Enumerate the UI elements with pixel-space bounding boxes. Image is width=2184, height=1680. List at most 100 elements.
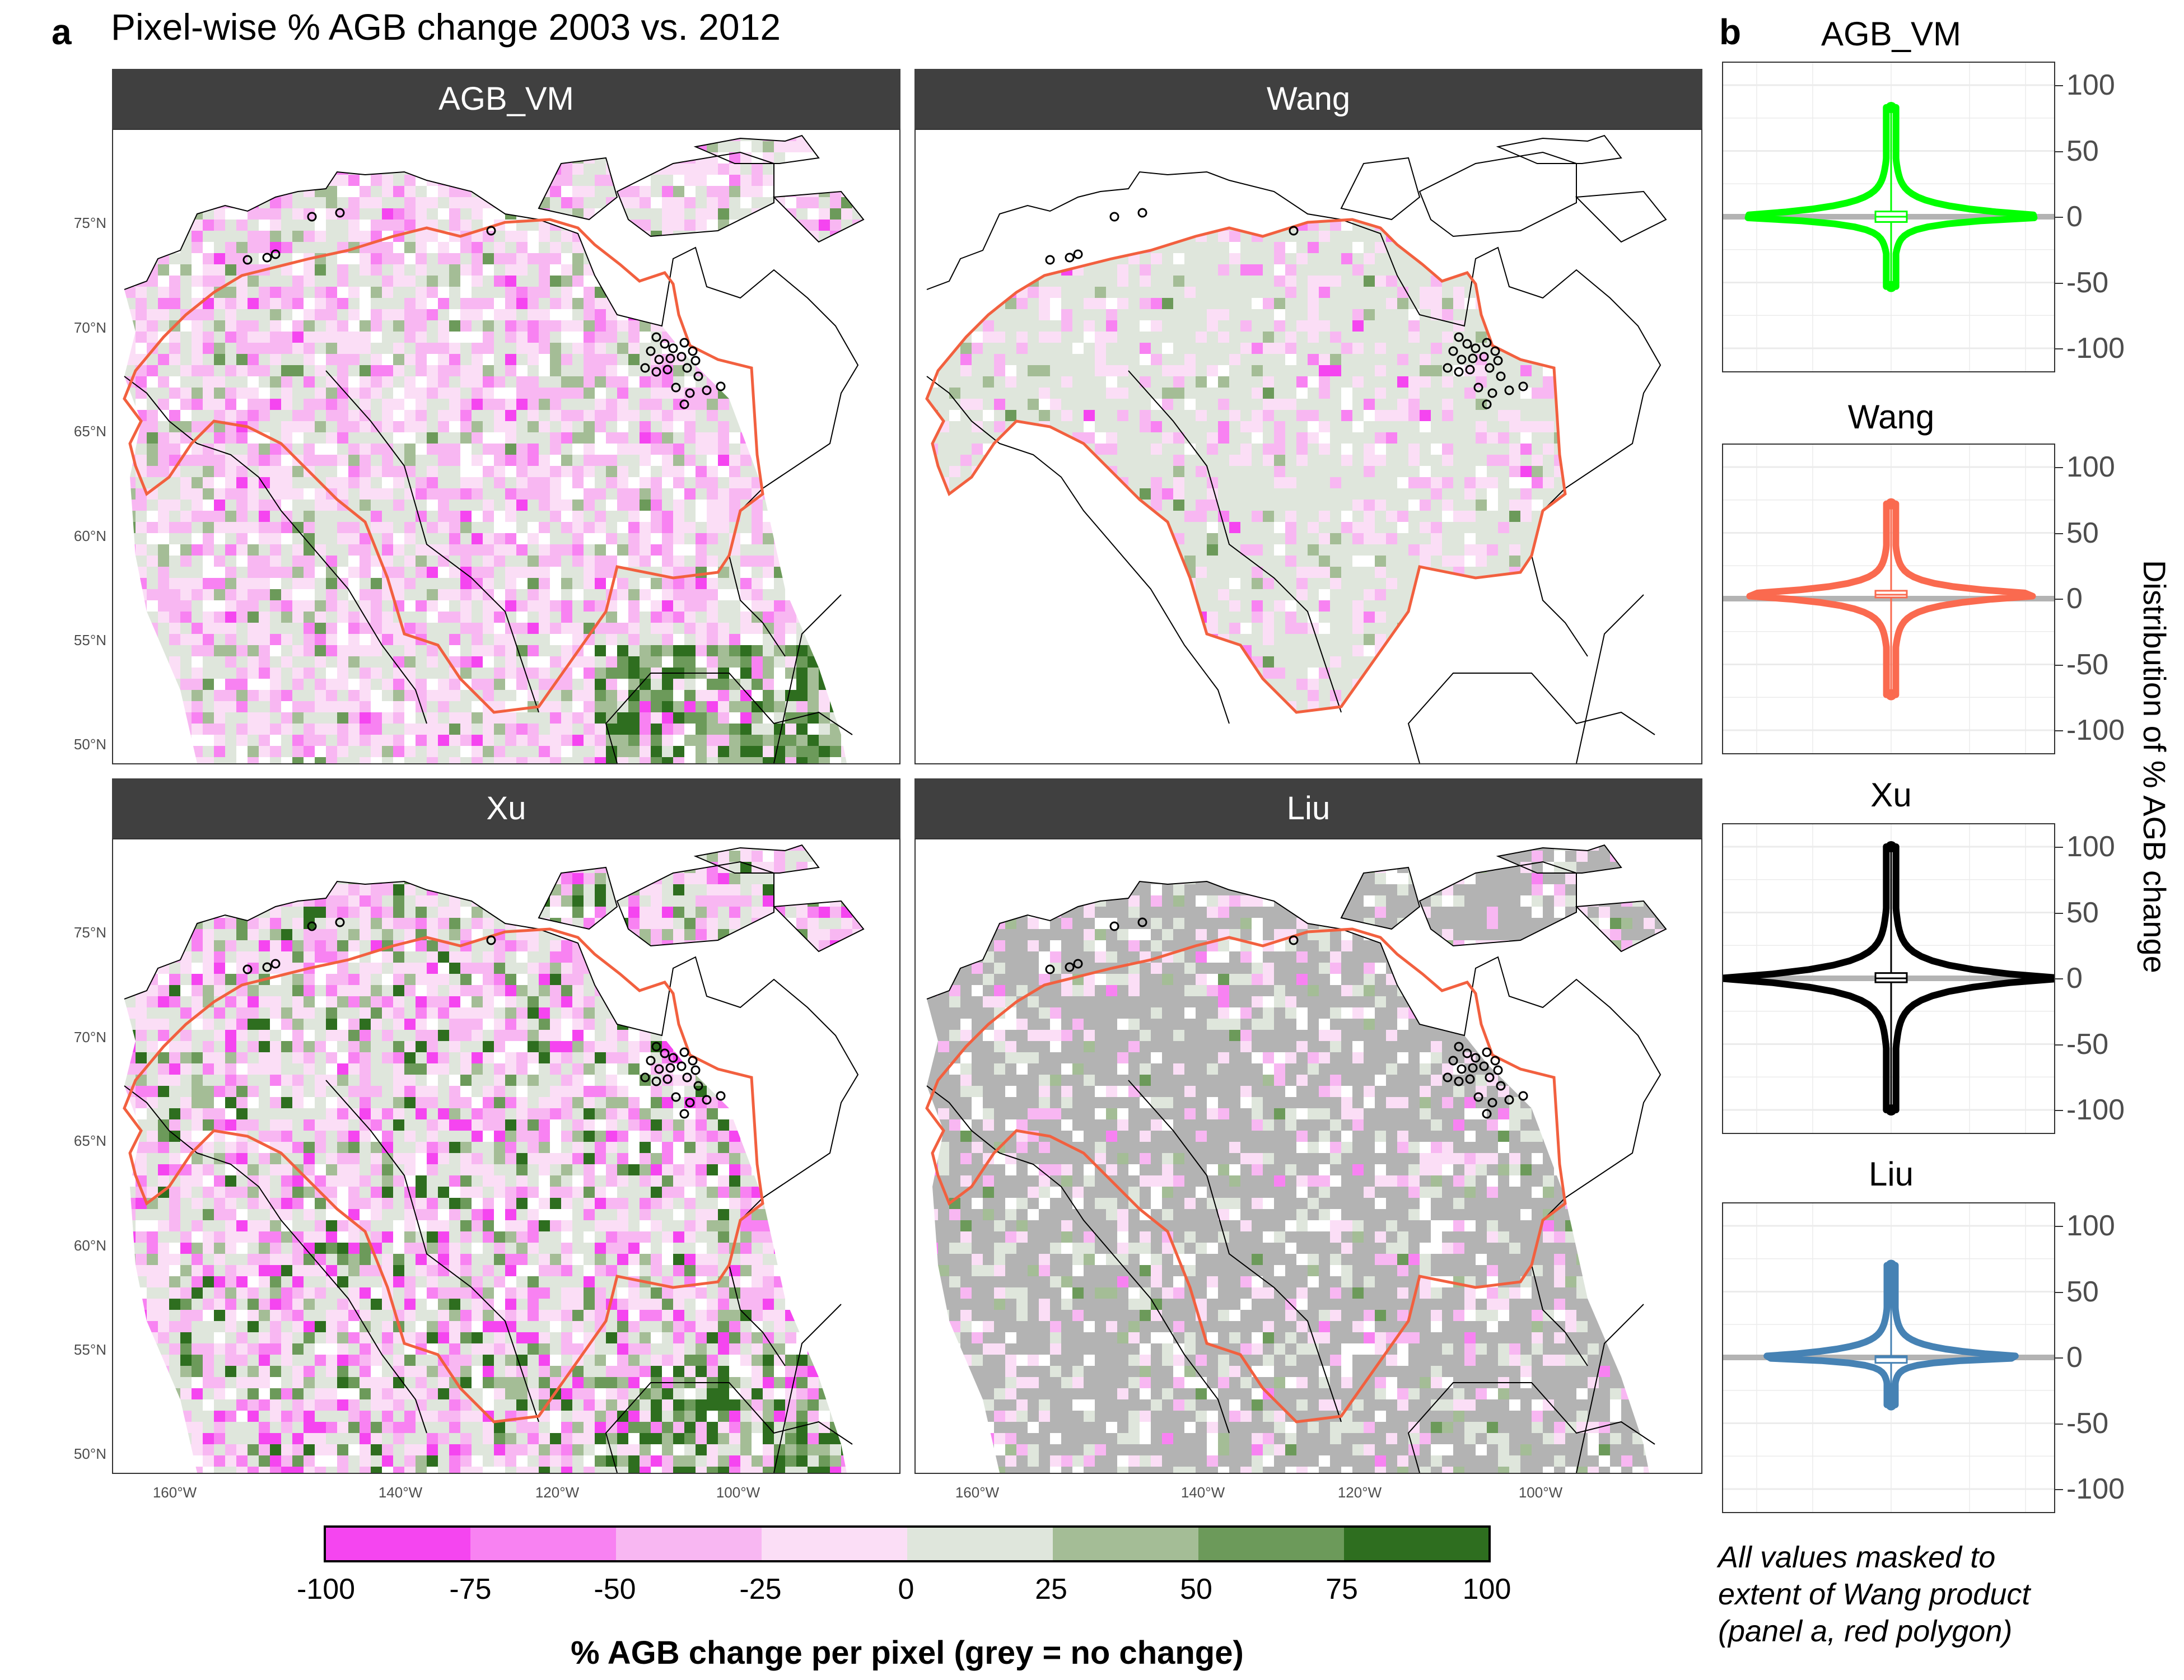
plot-site-marker [654, 354, 664, 365]
plot-site-marker [651, 332, 661, 342]
plot-site-marker [679, 399, 689, 409]
violin-ylabel: Distribution of % AGB change [2137, 560, 2172, 973]
lat-label-bottom-70: 70°N [73, 1029, 106, 1046]
map-svg-liu [925, 844, 1667, 1473]
plot-site-marker [690, 1065, 701, 1075]
plot-site-marker [486, 226, 496, 236]
mask-note-line-1: All values masked to [1718, 1541, 1996, 1574]
violin-tick-label: -50 [2066, 1028, 2109, 1061]
plot-site-marker [1468, 353, 1478, 363]
plot-site-marker [1065, 253, 1075, 263]
plot-site-marker [270, 249, 281, 259]
violin-title-xu: Xu [1870, 776, 1912, 814]
panel-a-title: Pixel-wise % AGB change 2003 vs. 2012 [111, 6, 781, 48]
facet-title-wang: Wang [1266, 81, 1351, 117]
violin-svg-wang [1723, 445, 2054, 753]
outlier-point [1886, 841, 1897, 852]
plot-site-marker [1490, 1056, 1500, 1066]
plot-site-marker [640, 1072, 650, 1082]
boundary-lines [1128, 370, 1655, 763]
violin-tick-mark [2055, 1291, 2063, 1293]
plot-site-marker [1289, 935, 1299, 945]
violin-tick-label: 100 [2066, 451, 2115, 483]
violin-svg-agb-vm [1723, 63, 2054, 371]
violin-tick-mark [2055, 1110, 2063, 1111]
colorbar-tick-m50: -50 [594, 1573, 636, 1606]
colorbar-segment [325, 1527, 470, 1561]
violin-svg-liu [1723, 1203, 2054, 1512]
plot-site-marker [716, 381, 726, 391]
facet-strip-agb-vm: AGB_VM [112, 69, 900, 129]
facet-title-xu: Xu [486, 790, 526, 827]
plot-site-marker [668, 343, 678, 353]
plot-site-marker [665, 1063, 675, 1073]
wang-extent-polygon [925, 218, 1567, 714]
plot-site-marker [1473, 1092, 1483, 1102]
violin-tick-label: 0 [2066, 1341, 2083, 1374]
pixel-grid [124, 136, 864, 763]
violin-panel-agb-vm [1722, 62, 2055, 372]
violin-tick-mark [2055, 533, 2063, 534]
violin-tick-label: -100 [2066, 714, 2125, 746]
plot-site-marker [693, 371, 703, 381]
violin-tick-mark [2055, 151, 2063, 152]
plot-site-marker [1487, 1098, 1497, 1108]
plot-site-marker [679, 338, 689, 348]
plot-site-marker [1443, 363, 1453, 373]
violin-tick-mark [2055, 847, 2063, 848]
coastline [124, 880, 859, 1434]
plot-site-marker [682, 363, 692, 373]
violin-tick-label: -50 [2066, 266, 2109, 299]
plot-site-marker [1109, 212, 1119, 222]
violin-tick-mark [2055, 1423, 2063, 1425]
plot-site-marker [335, 208, 345, 218]
plot-site-marker [665, 353, 675, 363]
violin-tick-label: 50 [2066, 896, 2099, 929]
plot-site-marker [1496, 371, 1506, 381]
plot-site-marker [1448, 346, 1458, 356]
wang-extent-polygon [123, 218, 764, 714]
colorbar-segment [1053, 1527, 1198, 1561]
lon-label-left-120: 120°W [535, 1484, 580, 1501]
map-panel-wang [914, 129, 1702, 764]
outlier-point [1886, 498, 1897, 510]
lon-label-left-160: 160°W [152, 1484, 197, 1501]
violin-tick-label: 100 [2066, 830, 2115, 863]
colorbar-tick-m100: -100 [296, 1573, 356, 1606]
lat-label-bottom-50: 50°N [73, 1445, 106, 1462]
plot-site-marker [1465, 365, 1475, 375]
plot-site-marker [660, 339, 670, 349]
plot-site-marker [1485, 363, 1495, 373]
plot-site-marker [1457, 1064, 1467, 1074]
plot-site-marker [1518, 381, 1528, 391]
plot-site-marker [1471, 343, 1481, 353]
violin-tick-label: 50 [2066, 516, 2099, 549]
violin-panel-liu [1722, 1202, 2055, 1513]
plot-site-marker [1137, 917, 1147, 927]
plot-site-marker [1454, 1042, 1464, 1052]
plot-site-marker [1504, 1095, 1514, 1105]
facet-title-liu: Liu [1286, 790, 1331, 827]
plot-site-marker [1518, 1091, 1528, 1101]
plot-site-marker [1448, 1056, 1458, 1066]
map-svg-wang [925, 134, 1667, 763]
violin-tick-label: 50 [2066, 134, 2099, 167]
violin-tick-mark [2055, 85, 2063, 86]
plot-site-marker [679, 1047, 689, 1057]
mask-note: All values masked to extent of Wang prod… [1718, 1539, 2030, 1650]
arctic-islands [1340, 844, 1667, 953]
plot-site-marker [242, 964, 253, 974]
plot-site-marker [1479, 352, 1489, 362]
plot-site-marker [662, 1074, 673, 1084]
colorbar-tick-m75: -75 [449, 1573, 492, 1606]
plot-site-marker [1465, 1074, 1475, 1084]
plot-site-marker [307, 921, 317, 931]
colorbar [324, 1525, 1491, 1562]
plot-site-marker [640, 363, 650, 373]
lon-label-right-120: 120°W [1337, 1484, 1382, 1501]
violin-tick-mark [2055, 348, 2063, 349]
violin-svg-xu [1715, 824, 2067, 1133]
violin-tick-mark [2055, 217, 2063, 218]
plot-site-marker [1471, 1053, 1481, 1063]
